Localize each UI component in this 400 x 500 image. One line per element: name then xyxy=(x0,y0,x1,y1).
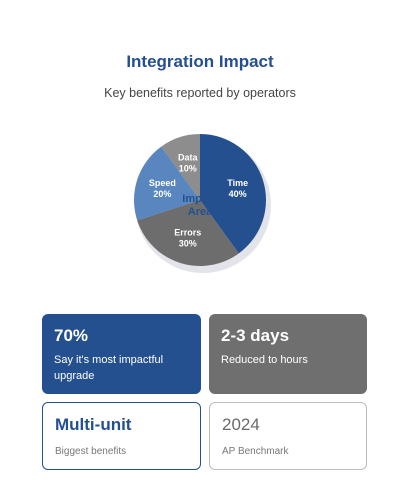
pie-slice-data xyxy=(161,134,200,200)
stat-value: 2024 xyxy=(222,415,260,434)
pie-center-label: Impact xyxy=(182,193,218,205)
slice-value: 30% xyxy=(179,239,197,249)
slice-label: Speed xyxy=(149,178,176,188)
pie-slice-time xyxy=(200,134,266,254)
stat-caption: AP Benchmark xyxy=(222,446,289,457)
slice-value: 20% xyxy=(153,189,171,199)
slice-label: Errors xyxy=(174,228,201,238)
stat-value: 2-3 days xyxy=(221,326,290,345)
stat-caption: Biggest benefits xyxy=(55,446,127,457)
slice-value: 10% xyxy=(179,163,197,173)
stat-card-days: 2-3 days Reduced to hours xyxy=(209,314,367,394)
slice-label: Data xyxy=(178,152,199,162)
stat-card-multi-unit: Multi-unit Biggest benefits xyxy=(42,402,201,470)
slice-label: Time xyxy=(227,178,248,188)
chart-title: Integration Impact xyxy=(126,52,274,71)
pie-center-label: Area xyxy=(188,206,213,218)
chart-subtitle: Key benefits reported by operators xyxy=(104,86,296,100)
stat-card-impactful: 70% Say it's most impactful upgrade xyxy=(42,314,201,394)
stat-card-benchmark: 2024 AP Benchmark xyxy=(209,402,367,470)
pie-slice-errors xyxy=(137,200,239,266)
stat-value: Multi-unit xyxy=(55,415,132,434)
slice-value: 40% xyxy=(229,189,247,199)
stat-caption: Say it's most impactful upgrade xyxy=(54,354,164,382)
pie-slice-speed xyxy=(134,146,200,221)
stat-value: 70% xyxy=(54,326,89,345)
stat-caption: Reduced to hours xyxy=(221,354,308,366)
